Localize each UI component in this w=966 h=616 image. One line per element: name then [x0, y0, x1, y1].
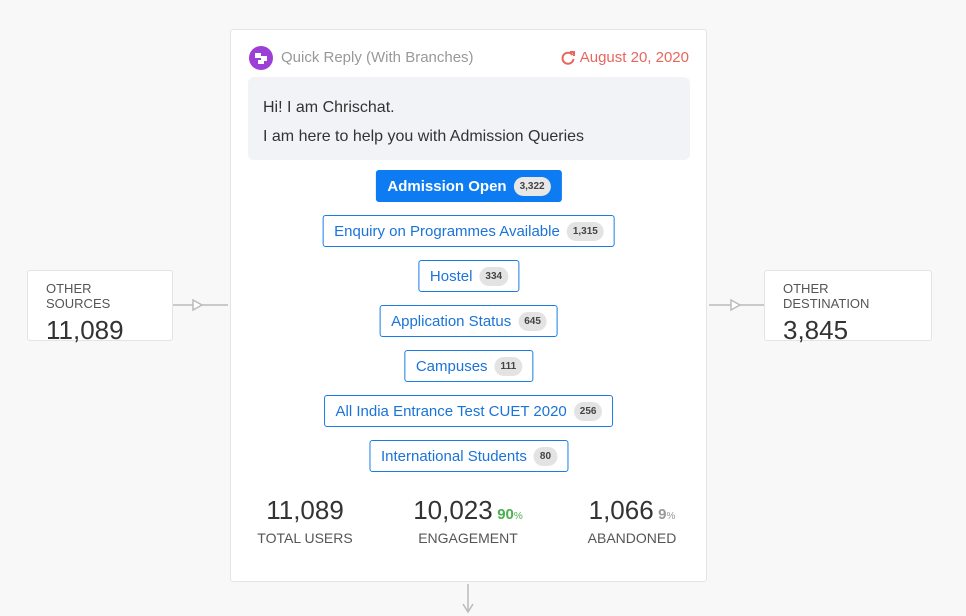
- quick-reply-button[interactable]: Hostel 334: [417, 260, 520, 292]
- sources-value: 11,089: [46, 315, 124, 345]
- destination-label: OTHER DESTINATION: [783, 281, 870, 311]
- stat-label: ENGAGEMENT: [418, 530, 518, 546]
- quick-reply-button[interactable]: All India Entrance Test CUET 2020 256: [323, 395, 614, 427]
- node-title: Quick Reply (With Branches): [281, 49, 474, 66]
- stat-value: 1,066: [588, 495, 654, 525]
- quick-reply-button[interactable]: Campuses 111: [403, 350, 534, 382]
- stat-value: 10,023: [413, 495, 493, 525]
- sources-label: OTHER SOURCES: [46, 281, 111, 311]
- message-line: Hi! I am Chrischat.: [263, 99, 395, 116]
- stat: 1,066 9% ABANDONED: [552, 495, 712, 546]
- message-bubble: Hi! I am Chrischat. I am here to help yo…: [248, 77, 690, 160]
- message-line: I am here to help you with Admission Que…: [263, 128, 585, 145]
- button-label: Admission Open: [387, 177, 507, 195]
- button-label: Application Status: [391, 312, 512, 330]
- quick-reply-button[interactable]: Application Status 645: [379, 305, 558, 337]
- button-label: Enquiry on Programmes Available: [334, 222, 560, 240]
- node-date: August 20, 2020: [579, 49, 689, 66]
- destination-value: 3,845: [783, 315, 849, 345]
- button-label: Hostel: [429, 267, 473, 285]
- quick-reply-button[interactable]: International Students 80: [368, 440, 569, 472]
- stat-label: TOTAL USERS: [257, 530, 353, 546]
- node-card[interactable]: Quick Reply (With Branches) August 20, 2…: [230, 29, 707, 582]
- stat-label: ABANDONED: [587, 530, 677, 546]
- button-label: International Students: [380, 447, 527, 465]
- sources-box[interactable]: OTHER SOURCES 11,089: [27, 270, 173, 345]
- quick-reply-button[interactable]: Enquiry on Programmes Available 1,315: [322, 215, 615, 247]
- quick-reply-button[interactable]: Admission Open 3,322: [375, 170, 562, 202]
- button-count: 3,322: [513, 176, 551, 196]
- button-count: 334: [479, 266, 509, 286]
- node-icon: [249, 46, 273, 70]
- stat-percent: 90: [497, 506, 514, 523]
- button-label: All India Entrance Test CUET 2020: [335, 402, 567, 420]
- node-date-wrap: August 20, 2020: [560, 49, 689, 66]
- button-count: 645: [518, 311, 547, 331]
- button-count: 80: [533, 446, 558, 466]
- stat-percent-sign: %: [513, 511, 523, 522]
- destination-box[interactable]: OTHER DESTINATION 3,845: [764, 270, 932, 345]
- stat-percent-sign: %: [666, 511, 676, 522]
- stat-percent: 9: [658, 506, 667, 523]
- button-count: 1,315: [566, 221, 604, 241]
- button-count: 111: [494, 356, 523, 376]
- refresh-icon: [561, 50, 575, 65]
- stat: 10,023 90% ENGAGEMENT: [388, 495, 548, 546]
- button-label: Campuses: [415, 357, 488, 375]
- button-count: 256: [573, 401, 603, 421]
- stat: 11,089 TOTAL USERS: [225, 495, 385, 546]
- stat-value: 11,089: [266, 495, 344, 525]
